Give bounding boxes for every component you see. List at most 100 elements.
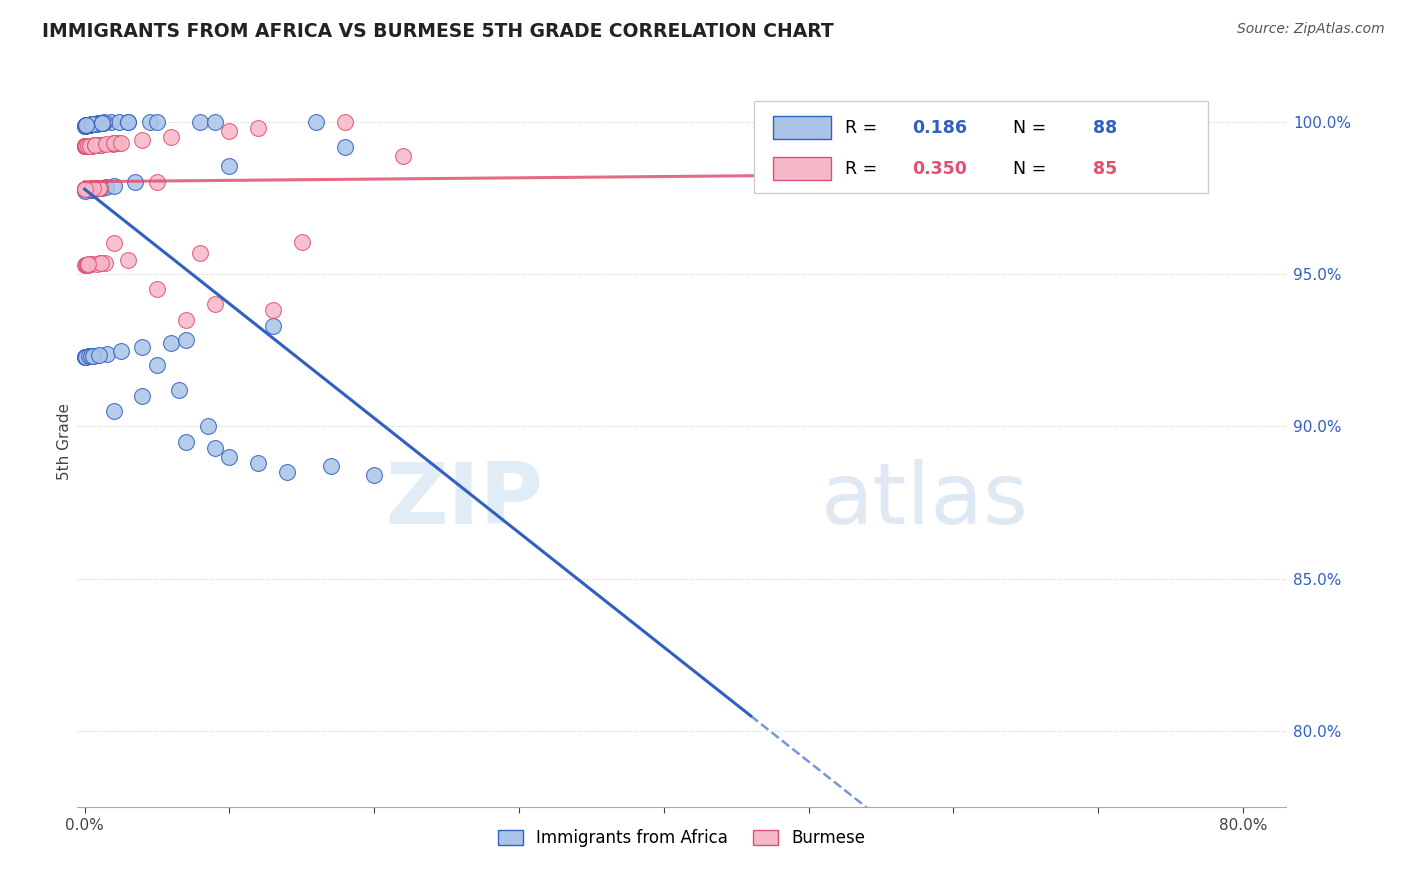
Text: 88: 88 [1092, 119, 1118, 136]
Y-axis label: 5th Grade: 5th Grade [56, 403, 72, 480]
Point [89, 181, 111, 195]
Point [84, 138, 107, 153]
Point [77, 118, 100, 132]
FancyBboxPatch shape [773, 157, 831, 180]
Point [174, 312, 197, 326]
Point [80, 138, 103, 153]
Point [77, 139, 100, 153]
Point [138, 114, 160, 128]
Point [75, 119, 97, 133]
Point [93, 115, 115, 129]
Point [77, 350, 100, 364]
Point [107, 136, 129, 150]
Point [77, 118, 100, 132]
Point [73, 182, 96, 196]
Point [79, 181, 101, 195]
Point [86, 256, 108, 270]
Point [82, 182, 104, 196]
Point [218, 450, 240, 464]
Point [82, 182, 104, 196]
Point [96, 137, 118, 152]
Point [291, 235, 314, 249]
Point [204, 441, 226, 455]
Point [363, 468, 385, 483]
Point [335, 140, 357, 154]
Legend: Immigrants from Africa, Burmese: Immigrants from Africa, Burmese [492, 822, 872, 854]
Point [84, 182, 107, 196]
Point [218, 159, 240, 173]
Point [76, 118, 98, 132]
Point [101, 136, 124, 151]
Point [80, 349, 103, 363]
Point [73, 139, 96, 153]
Point [87, 180, 110, 194]
Point [90, 256, 112, 270]
Point [73, 139, 96, 153]
Point [73, 258, 96, 272]
Point [77, 139, 100, 153]
Point [82, 117, 104, 131]
Point [84, 138, 107, 153]
Text: 85: 85 [1092, 160, 1118, 178]
Point [76, 118, 98, 132]
FancyBboxPatch shape [773, 116, 831, 139]
Point [80, 349, 103, 363]
Point [75, 139, 97, 153]
Point [218, 124, 240, 138]
Point [84, 138, 107, 153]
Point [75, 139, 97, 153]
Point [75, 118, 97, 132]
Point [73, 139, 96, 153]
Point [76, 258, 98, 272]
Point [108, 114, 131, 128]
Point [131, 133, 153, 147]
Point [77, 183, 100, 197]
Point [91, 180, 114, 194]
Point [73, 182, 96, 196]
Point [94, 256, 117, 270]
Point [797, 114, 820, 128]
Point [91, 115, 114, 129]
Point [75, 119, 97, 133]
Point [146, 282, 169, 296]
Point [75, 139, 97, 153]
Point [75, 139, 97, 153]
Text: atlas: atlas [821, 458, 1029, 541]
Point [77, 182, 100, 196]
Point [73, 139, 96, 153]
Text: Source: ZipAtlas.com: Source: ZipAtlas.com [1237, 22, 1385, 37]
Point [79, 118, 101, 132]
Point [77, 118, 100, 132]
Point [146, 114, 169, 128]
Point [100, 114, 122, 128]
Point [110, 136, 132, 150]
Point [76, 258, 98, 272]
Point [86, 138, 108, 153]
Point [83, 181, 105, 195]
Point [77, 118, 100, 132]
Point [82, 349, 104, 363]
Point [82, 349, 104, 363]
Point [77, 118, 100, 132]
Point [75, 182, 97, 196]
Point [79, 183, 101, 197]
Point [75, 139, 97, 153]
Point [262, 303, 284, 318]
Text: 0.186: 0.186 [911, 119, 967, 136]
Text: R =: R = [845, 160, 883, 178]
Point [190, 245, 212, 260]
Point [76, 258, 98, 272]
Point [80, 183, 103, 197]
Point [103, 236, 125, 251]
Point [392, 149, 415, 163]
Point [76, 139, 98, 153]
Point [146, 359, 169, 373]
Text: N =: N = [1002, 160, 1052, 178]
Point [76, 139, 98, 153]
Point [80, 138, 103, 153]
Point [76, 118, 98, 132]
Point [131, 341, 153, 355]
Point [335, 114, 357, 128]
Point [319, 458, 342, 473]
Point [77, 139, 100, 153]
